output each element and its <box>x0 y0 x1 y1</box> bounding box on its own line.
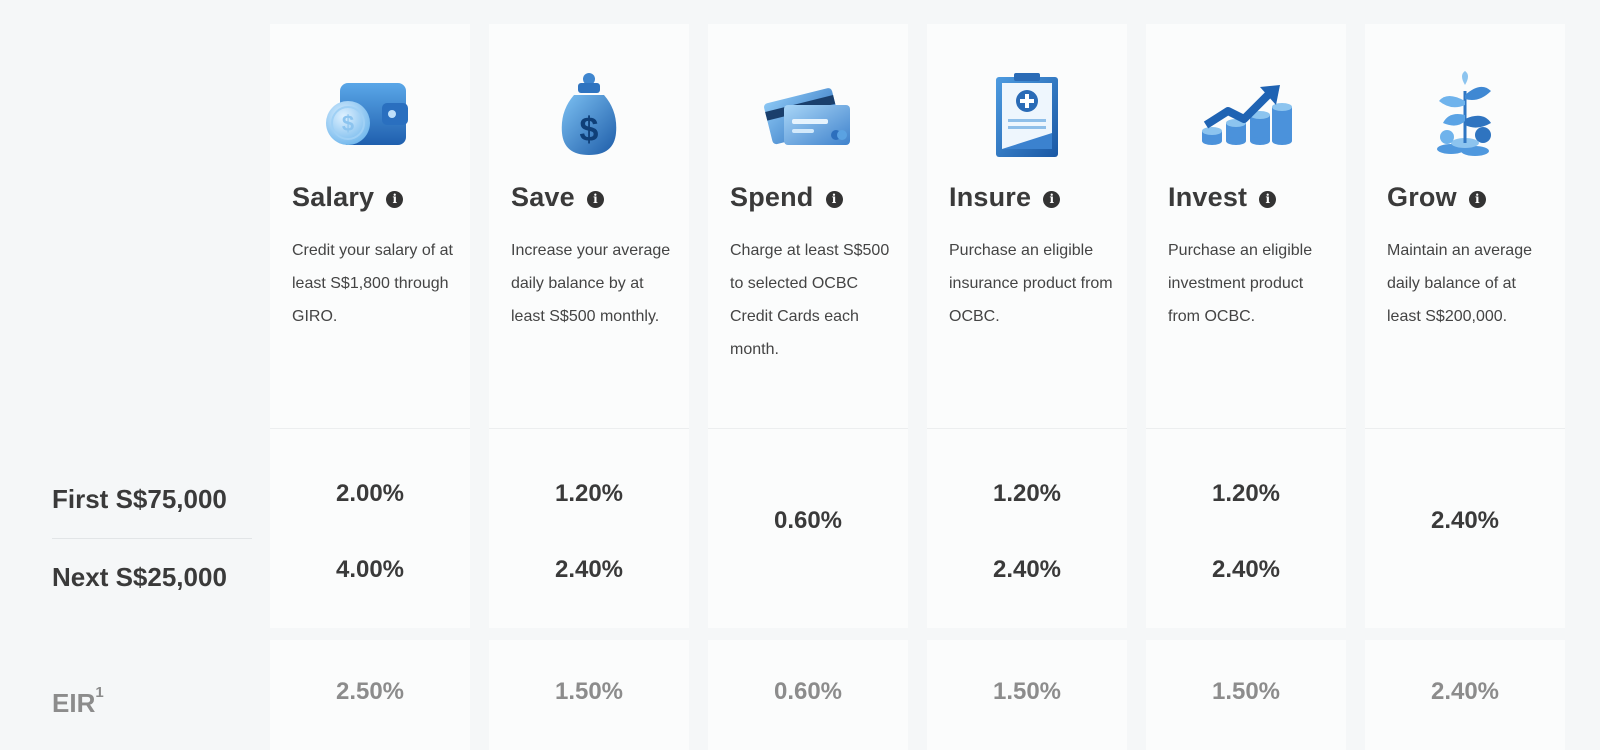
column-description: Purchase an eligible insurance product f… <box>949 242 1113 325</box>
card-salary: $ Salary i Credit your salary of at leas… <box>270 24 470 628</box>
rate-first: 1.20% <box>992 480 1062 507</box>
column-description: Credit your salary of at least S$1,800 t… <box>292 242 453 325</box>
row-label-next: Next S$25,000 <box>52 562 227 592</box>
column-title: Spend <box>730 182 814 212</box>
column-title: Save <box>511 182 575 212</box>
rate-next: 2.40% <box>992 556 1062 583</box>
info-icon[interactable]: i <box>1259 190 1277 208</box>
rate-first: 1.20% <box>554 480 624 507</box>
eir-value: 1.50% <box>992 678 1062 705</box>
eir-card-grow: 2.40% <box>1365 640 1565 750</box>
column-description: Charge at least S$500 to selected OCBC C… <box>730 242 890 358</box>
row-label-eir: EIR1 <box>52 684 104 719</box>
rate-single: 2.40% <box>1430 507 1500 534</box>
column-title: Salary <box>292 182 375 212</box>
column-description: Purchase an eligible investment product … <box>1168 242 1313 325</box>
row-label-first: First S$75,000 <box>52 484 227 514</box>
eir-card-save: 1.50% <box>489 640 689 750</box>
column-description: Maintain an average daily balance of at … <box>1387 242 1532 325</box>
info-icon[interactable]: i <box>386 190 404 208</box>
column-grow: Grow i Maintain an average daily balance… <box>1365 24 1565 628</box>
wallet-icon: $ <box>270 66 470 166</box>
card-spend: Spend i Charge at least S$500 to selecte… <box>708 24 908 628</box>
eir-card-salary: 2.50% <box>270 640 470 750</box>
column-title: Insure <box>949 182 1032 212</box>
eir-label-text: EIR <box>52 688 96 718</box>
insurance-document-icon <box>927 66 1127 166</box>
card-insure: Insure i Purchase an eligible insurance … <box>927 24 1127 628</box>
rate-first: 2.00% <box>335 480 405 507</box>
info-icon[interactable]: i <box>586 190 604 208</box>
rate-first: 1.20% <box>1211 480 1281 507</box>
investment-chart-icon <box>1146 66 1346 166</box>
card-invest: Invest i Purchase an eligible investment… <box>1146 24 1346 628</box>
eir-card-insure: 1.50% <box>927 640 1127 750</box>
column-spend: Spend i Charge at least S$500 to selecte… <box>708 24 908 628</box>
svg-text:$: $ <box>342 111 354 136</box>
eir-value: 1.50% <box>554 678 624 705</box>
column-description: Increase your average daily balance by a… <box>511 242 671 325</box>
column-salary: $ Salary i Credit your salary of at leas… <box>270 24 470 628</box>
plant-coins-icon <box>1365 66 1565 166</box>
column-title: Grow <box>1387 182 1457 212</box>
eir-value: 0.60% <box>773 678 843 705</box>
rate-next: 4.00% <box>335 556 405 583</box>
card-grow: Grow i Maintain an average daily balance… <box>1365 24 1565 628</box>
column-save: $ Save i Increase your average daily bal… <box>489 24 689 628</box>
eir-value: 2.50% <box>335 678 405 705</box>
credit-cards-icon <box>708 66 908 166</box>
info-icon[interactable]: i <box>825 190 843 208</box>
card-save: $ Save i Increase your average daily bal… <box>489 24 689 628</box>
row-label-divider <box>52 538 252 539</box>
info-icon[interactable]: i <box>1043 190 1061 208</box>
svg-text:$: $ <box>580 111 599 149</box>
eir-card-invest: 1.50% <box>1146 640 1346 750</box>
column-title: Invest <box>1168 182 1248 212</box>
money-bag-icon: $ <box>489 66 689 166</box>
column-insure: Insure i Purchase an eligible insurance … <box>927 24 1127 628</box>
rate-next: 2.40% <box>1211 556 1281 583</box>
row-labels: First S$75,000 Next S$25,000 EIR1 <box>52 0 252 745</box>
rate-next: 2.40% <box>554 556 624 583</box>
eir-value: 2.40% <box>1430 678 1500 705</box>
eir-value: 1.50% <box>1211 678 1281 705</box>
eir-card-spend: 0.60% <box>708 640 908 750</box>
column-invest: Invest i Purchase an eligible investment… <box>1146 24 1346 628</box>
rate-single: 0.60% <box>773 507 843 534</box>
info-icon[interactable]: i <box>1468 190 1486 208</box>
eir-footnote-sup[interactable]: 1 <box>95 684 104 701</box>
